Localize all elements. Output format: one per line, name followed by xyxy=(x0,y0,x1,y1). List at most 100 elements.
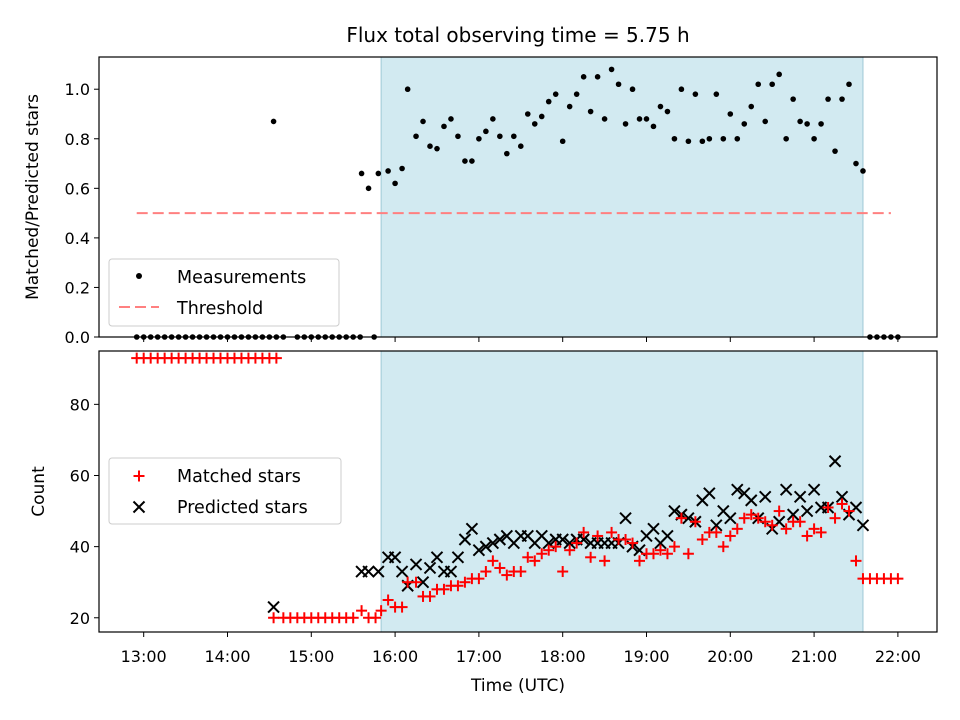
measurement-point xyxy=(650,123,657,130)
predicted-star-point xyxy=(556,533,569,546)
measurement-point xyxy=(615,81,622,88)
matched-star-point xyxy=(627,537,639,549)
matched-star-point xyxy=(850,555,862,567)
matched-star-point xyxy=(382,594,394,606)
matched-star-point xyxy=(501,569,513,581)
predicted-star-point xyxy=(668,504,681,518)
measurement-point xyxy=(270,118,277,125)
measurement-point xyxy=(413,133,419,140)
measurement-point xyxy=(455,133,461,140)
predicted-star-point xyxy=(388,551,402,564)
x-ticks: 13:00 14:00 15:00 16:00 17:00 18:00 19:00 20:00… xyxy=(121,337,921,666)
matched-star-point xyxy=(410,576,422,588)
matched-star-point xyxy=(620,534,632,546)
matched-star-point xyxy=(654,544,666,556)
legend-measurement-marker xyxy=(136,273,142,279)
measurement-point xyxy=(734,135,741,142)
predicted-star-point xyxy=(807,483,821,496)
predicted-star-point xyxy=(423,561,437,575)
matched-star-point xyxy=(717,541,729,553)
measurement-point xyxy=(797,118,803,125)
matched-star-point xyxy=(724,530,736,542)
measurement-point xyxy=(524,111,531,117)
matched-star-point xyxy=(745,509,757,521)
measurement-point xyxy=(469,158,475,164)
predicted-star-point xyxy=(661,529,674,543)
predicted-star-point xyxy=(479,540,493,553)
matched-star-point xyxy=(578,526,590,538)
measurement-point xyxy=(420,118,426,125)
measurement-point xyxy=(545,98,552,105)
measurement-point xyxy=(839,96,845,102)
predicted-star-point xyxy=(703,487,716,500)
measurement-point xyxy=(643,116,650,122)
measurement-point xyxy=(692,91,699,97)
measurement-point xyxy=(657,103,664,110)
matched-star-point xyxy=(480,566,492,578)
measurement-point xyxy=(748,103,755,110)
measurement-point xyxy=(706,135,713,142)
matched-star-point xyxy=(347,612,359,624)
matched-star-point xyxy=(599,555,611,567)
matched-star-point xyxy=(815,526,827,538)
matched-star-point xyxy=(487,555,499,567)
bottom-legend-box xyxy=(108,457,342,525)
matched-star-point xyxy=(759,516,771,528)
y-tick-label: 0.0 xyxy=(65,328,90,347)
matched-star-point xyxy=(452,580,464,592)
x-tick-label: 16:00 xyxy=(372,647,418,666)
x-tick-label: 19:00 xyxy=(623,647,669,666)
bottom-legend: Matched stars Predicted stars xyxy=(108,457,342,525)
measurement-point xyxy=(685,138,692,145)
measurement-point xyxy=(727,111,734,117)
measurement-point xyxy=(427,143,433,150)
predicted-star-point xyxy=(828,455,842,468)
matched-star-point xyxy=(564,544,576,556)
matched-star-point xyxy=(370,612,382,624)
predicted-star-point xyxy=(793,490,807,504)
predicted-star-point xyxy=(416,575,430,589)
matched-star-point xyxy=(689,516,701,528)
predicted-star-point xyxy=(444,565,458,578)
measurement-point xyxy=(790,96,796,102)
measurement-point xyxy=(490,116,496,122)
x-tick-label: 22:00 xyxy=(875,647,921,666)
top-legend-box xyxy=(108,258,340,327)
matched-star-point xyxy=(752,512,764,524)
x-tick-label: 20:00 xyxy=(707,647,753,666)
predicted-star-point xyxy=(856,519,870,532)
measurement-point xyxy=(608,66,615,73)
y-tick-label: 0.2 xyxy=(65,278,90,297)
predicted-star-point xyxy=(745,494,758,507)
measurement-point xyxy=(671,135,678,142)
matched-star-point xyxy=(661,548,673,560)
measurement-point xyxy=(404,86,411,93)
predicted-star-point xyxy=(267,600,280,614)
matched-star-point xyxy=(473,573,485,585)
measurement-point xyxy=(594,74,601,80)
matched-star-point xyxy=(892,573,904,585)
measurement-point xyxy=(664,108,671,115)
chart-title: Flux total observing time = 5.75 h xyxy=(346,23,689,47)
measurement-point xyxy=(375,170,382,177)
predicted-star-point xyxy=(430,551,444,564)
measurement-point xyxy=(559,138,566,145)
measurement-point xyxy=(853,160,859,167)
measurement-point xyxy=(825,96,831,102)
matched-star-point xyxy=(766,519,778,531)
y-tick-label: 60 xyxy=(70,466,90,485)
matched-star-point xyxy=(585,551,597,563)
legend-plus xyxy=(133,470,145,482)
predicted-star-point xyxy=(372,565,385,578)
measurement-point xyxy=(538,113,545,120)
top-legend: Measurements Threshold xyxy=(108,258,340,327)
observing-window-shade-top xyxy=(380,56,864,338)
measurement-point xyxy=(483,128,489,135)
x-tick-label: 18:00 xyxy=(540,647,586,666)
matched-star-point xyxy=(494,562,506,574)
x-axis-label: Time (UTC) xyxy=(470,676,565,696)
matched-star-point xyxy=(634,555,646,567)
legend-measurements-label: Measurements xyxy=(177,268,306,288)
matched-star-point xyxy=(424,590,436,602)
